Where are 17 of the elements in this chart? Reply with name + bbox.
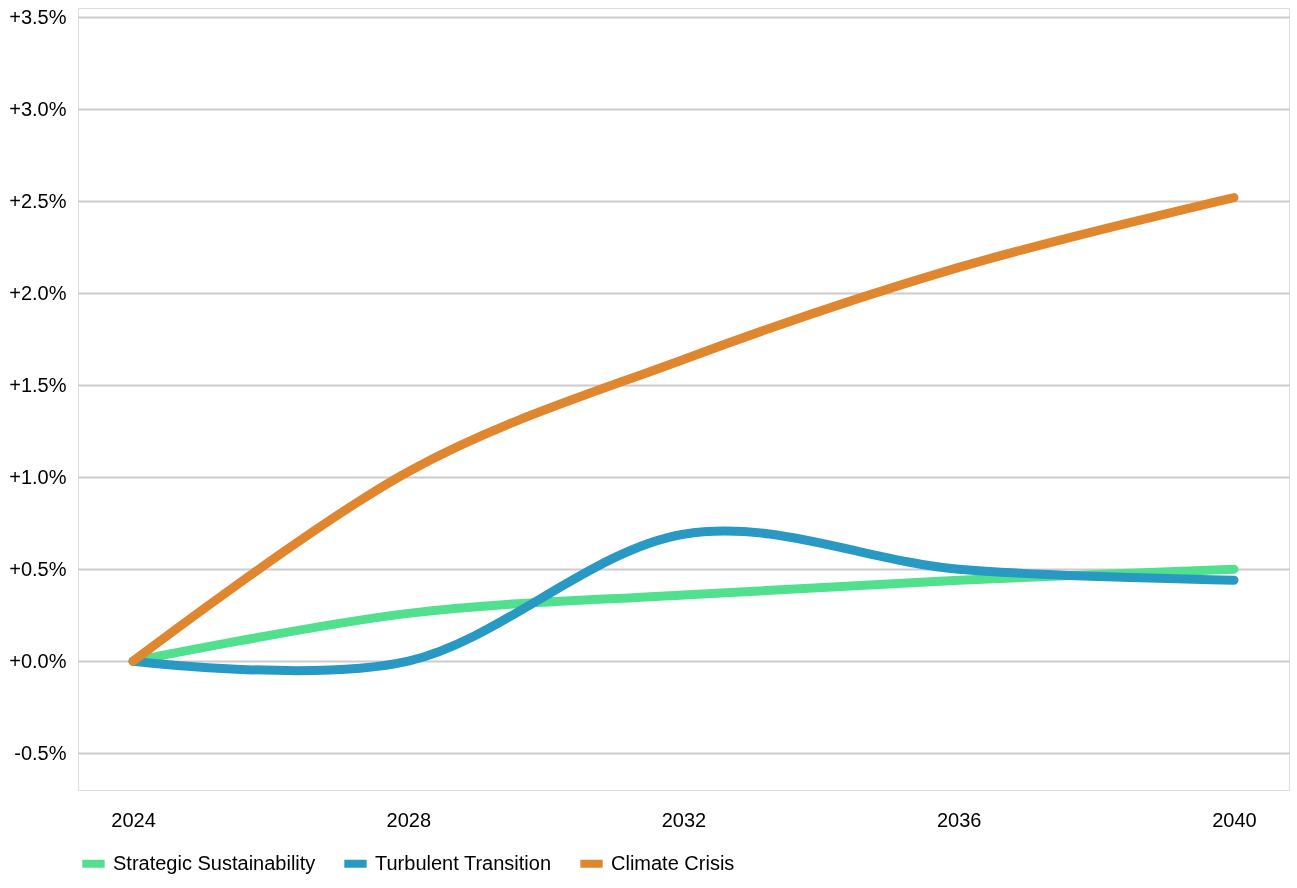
legend-label: Turbulent Transition <box>375 851 552 874</box>
y-tick-label: +2.5% <box>9 189 67 212</box>
y-tick-label: +1.5% <box>9 373 67 396</box>
x-tick-label: 2024 <box>111 808 156 831</box>
y-tick-label: +0.0% <box>9 649 67 672</box>
legend-label: Climate Crisis <box>611 851 735 874</box>
y-tick-label: +3.5% <box>9 5 67 28</box>
legend-label: Strategic Sustainability <box>113 851 316 874</box>
x-tick-label: 2040 <box>1212 808 1257 831</box>
y-tick-label: +2.0% <box>9 281 67 304</box>
y-tick-label: +0.5% <box>9 557 67 580</box>
x-tick-label: 2028 <box>386 808 432 831</box>
y-tick-label: +1.0% <box>9 465 67 488</box>
x-tick-label: 2036 <box>936 808 982 831</box>
x-tick-label: 2032 <box>661 808 707 831</box>
y-tick-label: +3.0% <box>9 97 67 120</box>
y-tick-label: -0.5% <box>14 741 67 764</box>
